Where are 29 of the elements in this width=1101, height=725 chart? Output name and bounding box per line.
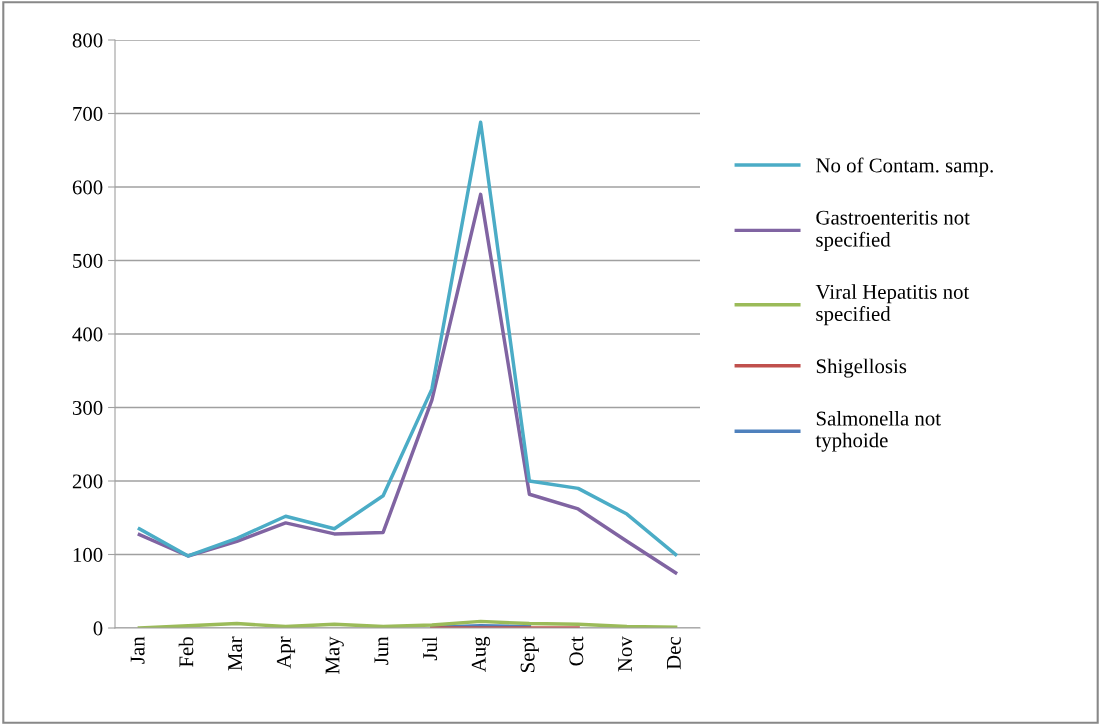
y-tick-label: 0	[93, 621, 103, 636]
legend-label: Viral Hepatitis not specified	[815, 284, 970, 326]
y-tick-label: 100	[73, 547, 103, 562]
line-series	[137, 120, 678, 558]
x-tick-label: Mar	[228, 636, 243, 671]
line-series	[137, 619, 678, 628]
legend-label: Gastroenteritis not specified	[816, 210, 970, 251]
x-tick-label: Jul	[422, 636, 438, 661]
x-tick-label: Sept	[520, 636, 539, 672]
y-tick-label: 300	[72, 400, 103, 415]
y-tick-label: 700	[73, 106, 103, 121]
x-tick-label: Nov	[618, 636, 633, 672]
legend-label: Salmonella not typhoide	[815, 410, 941, 452]
y-tick-label: 800	[72, 33, 103, 48]
legend-label: No of Contam. samp.	[816, 157, 993, 177]
x-tick-label: Apr	[276, 636, 296, 669]
x-tick-label: Jun	[374, 636, 389, 665]
line-series	[137, 192, 678, 575]
x-tick-label: May	[325, 636, 344, 674]
y-tick-label: 500	[73, 253, 103, 268]
x-tick-label: Aug	[471, 636, 491, 673]
y-tick-label: 400	[72, 327, 103, 342]
x-tick-label: Feb	[178, 637, 194, 667]
y-tick-label: 600	[72, 180, 103, 195]
y-tick-label: 200	[72, 474, 103, 489]
x-tick-label: Jan	[130, 636, 145, 664]
x-tick-label: Dec	[666, 636, 681, 670]
legend-label: Shigellosis	[816, 358, 907, 378]
x-tick-label: Oct	[569, 636, 584, 666]
